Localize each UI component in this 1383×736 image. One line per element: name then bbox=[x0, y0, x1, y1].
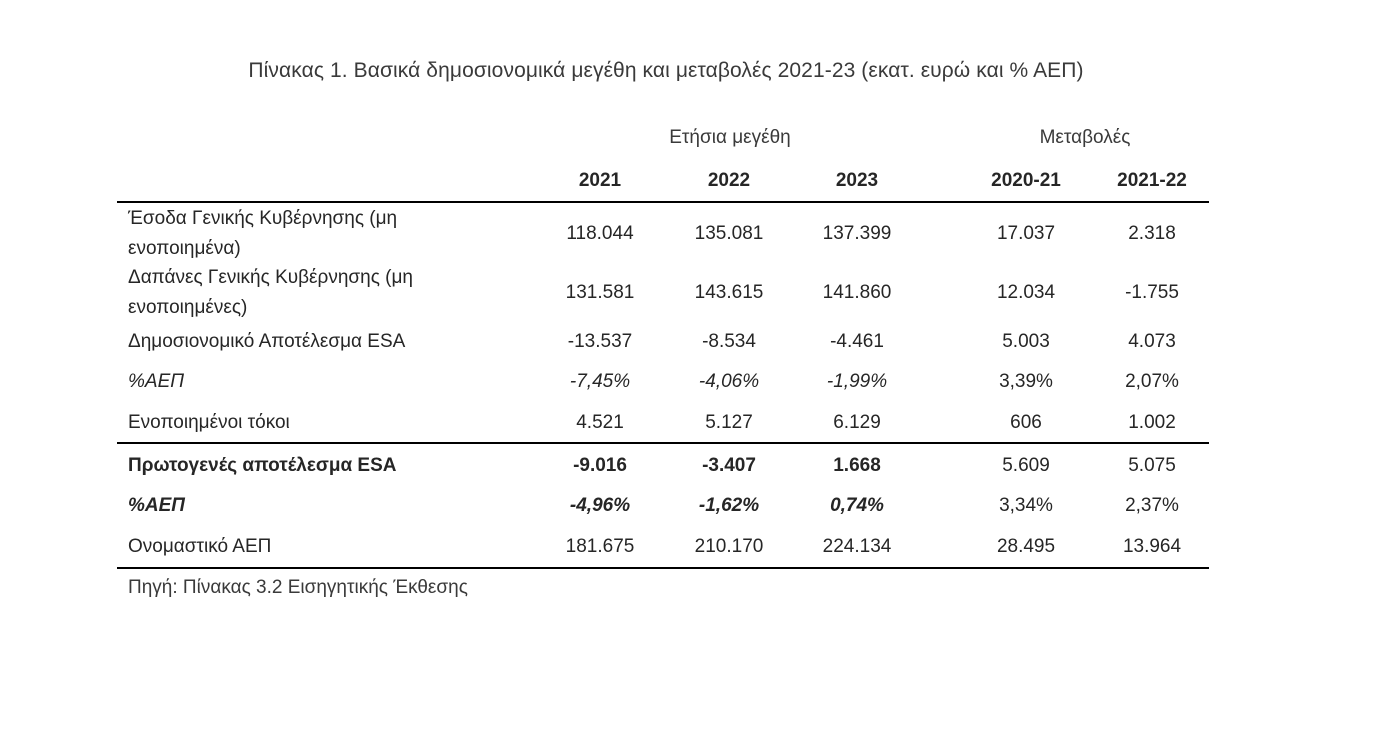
table-rule-mid bbox=[117, 442, 1209, 444]
cell: 118.044 bbox=[566, 223, 634, 244]
table-rule-top bbox=[117, 201, 1209, 203]
cell: -1.755 bbox=[1125, 282, 1179, 303]
table-rule-bottom bbox=[117, 567, 1209, 569]
cell: 3,34% bbox=[999, 495, 1053, 516]
cell: 131.581 bbox=[565, 282, 635, 303]
cell: 28.495 bbox=[996, 536, 1056, 557]
cell: 181.675 bbox=[565, 536, 635, 557]
cell: -13.537 bbox=[567, 331, 633, 352]
row-label: %ΑΕΠ bbox=[128, 371, 185, 392]
cell: -3.407 bbox=[702, 455, 756, 476]
cell: 137.399 bbox=[822, 223, 892, 244]
row-label-line1: Δαπάνες Γενικής Κυβέρνησης (μη bbox=[128, 267, 413, 288]
cell: 2,07% bbox=[1125, 371, 1179, 392]
cell: 224.134 bbox=[822, 536, 892, 557]
cell: 3,39% bbox=[999, 371, 1053, 392]
group-header-annual: Ετήσια μεγέθη bbox=[669, 127, 791, 148]
cell: 2,37% bbox=[1125, 495, 1179, 516]
column-header-2022: 2022 bbox=[707, 170, 751, 191]
cell: 5.609 bbox=[1002, 455, 1050, 476]
cell: -7,45% bbox=[569, 371, 631, 392]
row-label-line2: ενοποιημένα) bbox=[128, 238, 241, 259]
cell: 606 bbox=[1010, 412, 1042, 433]
row-label: Ενοποιημένοι τόκοι bbox=[128, 412, 290, 433]
column-header-2020-21: 2020-21 bbox=[991, 170, 1061, 191]
cell: -9.016 bbox=[573, 455, 627, 476]
row-label-line1: Έσοδα Γενικής Κυβέρνησης (μη bbox=[128, 208, 398, 229]
column-header-2021: 2021 bbox=[578, 170, 622, 191]
cell: 5.127 bbox=[705, 412, 753, 433]
cell: -1,62% bbox=[698, 495, 760, 516]
cell: 143.615 bbox=[694, 282, 764, 303]
cell: 6.129 bbox=[833, 412, 881, 433]
cell: -1,99% bbox=[826, 371, 888, 392]
row-label-line2: ενοποιημένες) bbox=[128, 297, 248, 318]
source-note: Πηγή: Πίνακας 3.2 Εισηγητικής Έκθεσης bbox=[128, 577, 468, 598]
cell: 13.964 bbox=[1122, 536, 1182, 557]
group-header-changes: Μεταβολές bbox=[1039, 127, 1131, 148]
cell: -4.461 bbox=[830, 331, 884, 352]
cell: -4,06% bbox=[698, 371, 760, 392]
cell: 17.037 bbox=[996, 223, 1056, 244]
row-label: Δημοσιονομικό Αποτέλεσμα ESA bbox=[128, 331, 406, 352]
cell: -4,96% bbox=[569, 495, 631, 516]
cell: 0,74% bbox=[830, 495, 884, 516]
row-label: Ονομαστικό ΑΕΠ bbox=[128, 536, 272, 557]
cell: 12.034 bbox=[996, 282, 1056, 303]
cell: 210.170 bbox=[694, 536, 764, 557]
row-label: Πρωτογενές αποτέλεσμα ESA bbox=[128, 455, 397, 476]
cell: 1.002 bbox=[1128, 412, 1176, 433]
row-label: %ΑΕΠ bbox=[128, 495, 185, 516]
cell: 2.318 bbox=[1128, 223, 1176, 244]
cell: 4.521 bbox=[576, 412, 624, 433]
column-header-2021-22: 2021-22 bbox=[1117, 170, 1187, 191]
column-header-2023: 2023 bbox=[835, 170, 879, 191]
cell: 5.075 bbox=[1128, 455, 1176, 476]
cell: 5.003 bbox=[1002, 331, 1050, 352]
cell: 1.668 bbox=[833, 455, 881, 476]
cell: 135.081 bbox=[694, 223, 764, 244]
cell: 141.860 bbox=[822, 282, 892, 303]
table-title: Πίνακας 1. Βασικά δημοσιονομικά μεγέθη κ… bbox=[248, 59, 1084, 82]
cell: 4.073 bbox=[1128, 331, 1176, 352]
cell: -8.534 bbox=[702, 331, 756, 352]
